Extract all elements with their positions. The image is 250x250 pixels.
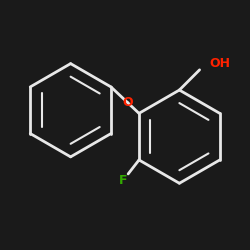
Text: F: F [119,174,128,187]
Text: O: O [122,96,133,109]
Text: OH: OH [209,57,230,70]
